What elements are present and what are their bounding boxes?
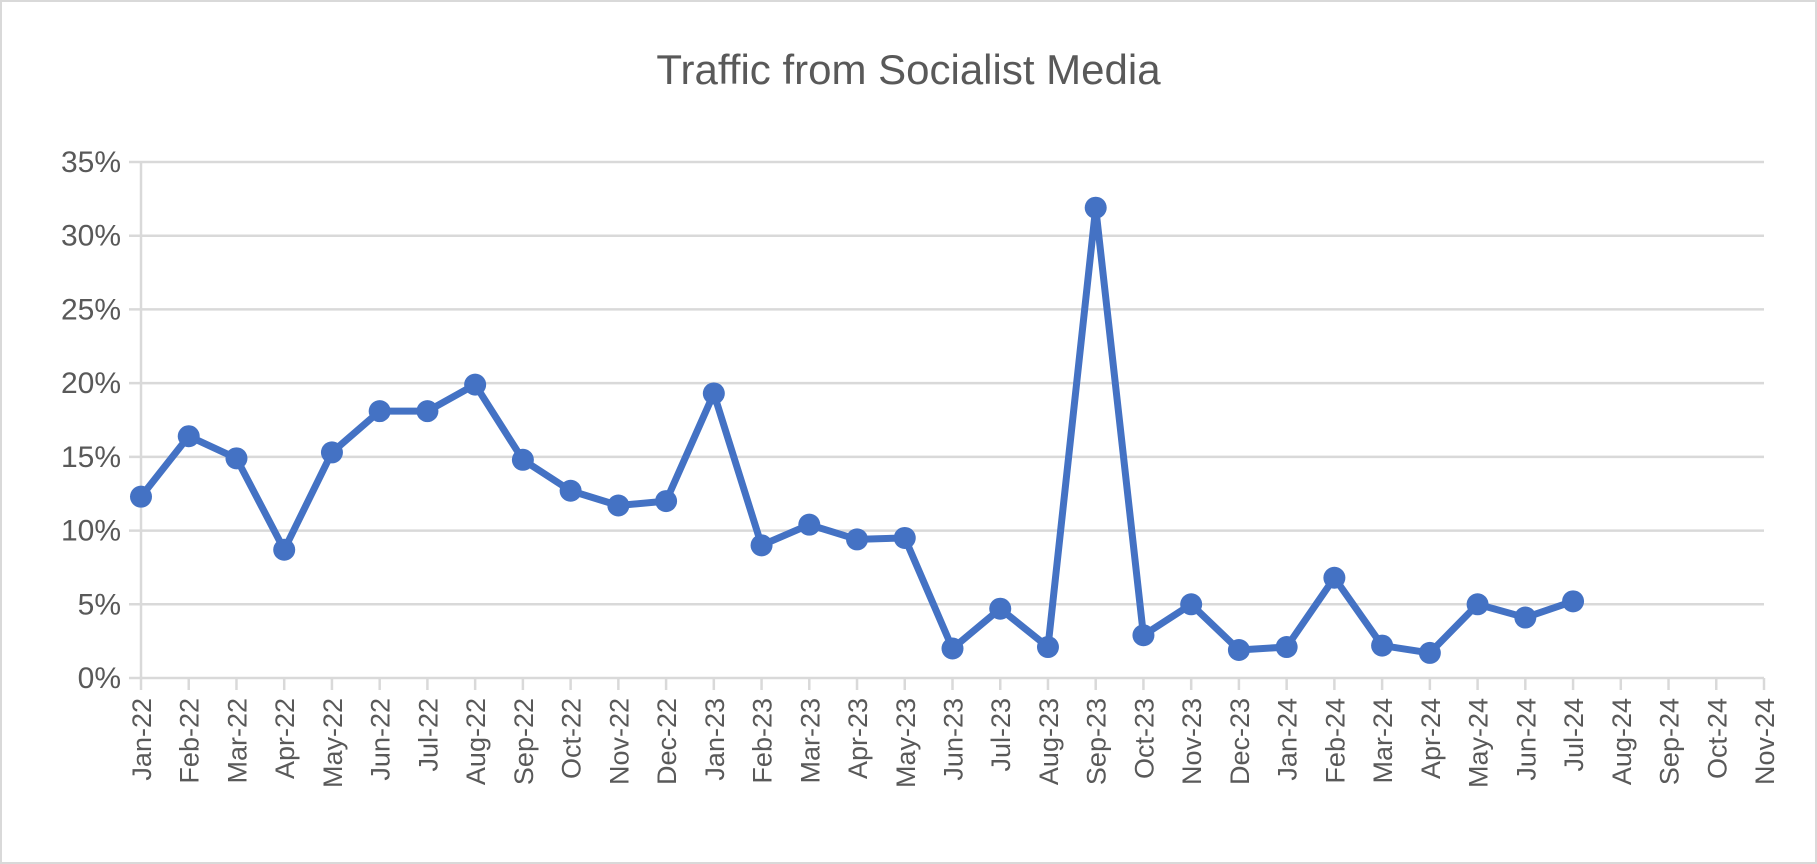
x-tick-label: Feb-22 <box>175 698 205 784</box>
data-point <box>1323 566 1346 589</box>
x-tick-label: Aug-23 <box>1034 698 1064 785</box>
x-tick-label: Apr-24 <box>1416 698 1446 779</box>
data-point <box>1275 636 1298 659</box>
data-point <box>368 400 391 423</box>
x-tick-label: Sep-24 <box>1655 698 1685 785</box>
data-point <box>702 382 725 405</box>
x-tick-label: Aug-24 <box>1607 698 1637 785</box>
y-tick-label: 0% <box>78 662 121 695</box>
x-tick-label: May-23 <box>891 698 921 788</box>
x-tick-label: Feb-24 <box>1320 698 1350 784</box>
y-tick-label: 35% <box>61 146 121 179</box>
x-tick-label: May-22 <box>318 698 348 788</box>
data-point <box>1132 624 1155 647</box>
data-point <box>1418 641 1441 664</box>
x-tick-label: Sep-23 <box>1082 698 1112 785</box>
data-point <box>989 597 1012 620</box>
data-point <box>941 637 964 660</box>
x-tick-label: Jul-23 <box>986 698 1016 772</box>
x-tick-label: Jun-24 <box>1511 698 1541 781</box>
data-point <box>1036 636 1059 659</box>
data-point <box>559 479 582 502</box>
x-tick-label: Feb-23 <box>748 698 778 784</box>
data-point <box>130 485 152 508</box>
x-tick-label: Mar-24 <box>1368 698 1398 784</box>
y-tick-label: 30% <box>61 220 121 253</box>
x-tick-label: May-24 <box>1464 698 1494 788</box>
chart-title: Traffic from Socialist Media <box>656 46 1161 93</box>
x-tick-label: Apr-22 <box>270 698 300 779</box>
y-tick-label: 20% <box>61 367 121 400</box>
data-point <box>1371 634 1394 657</box>
data-point <box>1180 593 1203 616</box>
x-tick-label: Sep-22 <box>509 698 539 785</box>
x-tick-label: Dec-22 <box>652 698 682 785</box>
y-tick-label: 15% <box>61 441 121 474</box>
x-tick-label: Nov-23 <box>1177 698 1207 785</box>
y-tick-label: 10% <box>61 515 121 548</box>
x-tick-label: Oct-23 <box>1129 698 1159 779</box>
data-point <box>1466 593 1489 616</box>
data-point <box>607 494 630 517</box>
x-tick-label: Jul-24 <box>1559 698 1589 772</box>
y-tick-label: 25% <box>61 293 121 326</box>
data-point <box>655 490 678 513</box>
y-tick-label: 5% <box>78 588 121 621</box>
data-point <box>1227 638 1250 661</box>
data-point <box>511 448 534 471</box>
x-tick-label: Jan-22 <box>127 698 157 781</box>
x-tick-label: Jan-23 <box>700 698 730 781</box>
x-tick-label: Oct-24 <box>1702 698 1732 779</box>
data-point <box>893 526 916 549</box>
data-point <box>320 441 343 464</box>
x-tick-label: Jul-22 <box>413 698 443 772</box>
series-line <box>138 204 1575 657</box>
data-point <box>416 400 439 423</box>
data-point <box>225 447 248 470</box>
x-tick-label: Jan-24 <box>1273 698 1303 781</box>
data-point <box>1084 196 1107 219</box>
x-tick-label: Apr-23 <box>843 698 873 779</box>
x-tick-label: Mar-23 <box>795 698 825 784</box>
data-point <box>273 538 296 561</box>
x-tick-label: Nov-24 <box>1750 698 1780 785</box>
x-tick-label: Nov-22 <box>604 698 634 785</box>
x-tick-label: Mar-22 <box>222 698 252 784</box>
data-point <box>177 425 200 448</box>
x-tick-label: Jun-23 <box>939 698 969 781</box>
data-point <box>1514 606 1537 629</box>
data-point <box>1562 590 1585 613</box>
data-point <box>846 528 869 551</box>
x-tick-label: Dec-23 <box>1225 698 1255 785</box>
data-point <box>750 534 773 557</box>
x-tick-label: Aug-22 <box>461 698 491 785</box>
x-tick-label: Jun-22 <box>366 698 396 781</box>
x-tick-label: Oct-22 <box>557 698 587 779</box>
data-point <box>464 373 487 396</box>
data-point <box>798 513 821 536</box>
